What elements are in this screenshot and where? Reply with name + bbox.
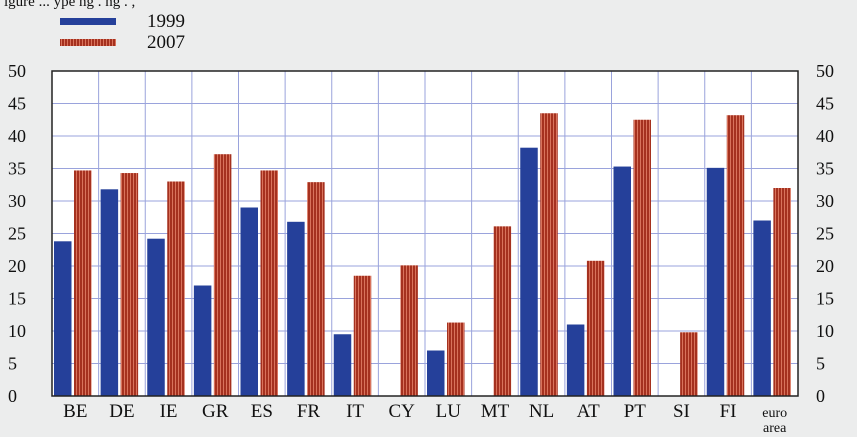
bar-2007-euro area: [773, 188, 791, 396]
legend-swatch-1999: [60, 18, 116, 25]
y-tick-right-50: 50: [816, 61, 834, 81]
y-tick-left-45: 45: [8, 94, 26, 114]
bar-2007-NL: [540, 113, 558, 396]
x-label-AT: AT: [577, 401, 601, 422]
y-tick-left-20: 20: [8, 256, 26, 276]
y-tick-left-15: 15: [8, 289, 26, 309]
bar-2007-FR: [307, 182, 325, 396]
bar-1999-IT: [334, 334, 352, 396]
x-label-ES: ES: [251, 401, 273, 422]
bar-2007-IT: [354, 276, 372, 396]
y-tick-right-30: 30: [816, 191, 834, 211]
y-tick-left-25: 25: [8, 224, 26, 244]
bar-1999-ES: [241, 208, 259, 397]
x-label-FI: FI: [720, 401, 737, 422]
legend-label-1999: 1999: [147, 11, 185, 32]
y-tick-right-10: 10: [816, 321, 834, 341]
cut-off-caption: igure ... ype ng . ng . ,: [4, 0, 135, 10]
bar-2007-CY: [400, 265, 418, 396]
x-label-FR: FR: [297, 401, 321, 422]
y-tick-left-35: 35: [8, 159, 26, 179]
x-label-PT: PT: [624, 401, 647, 422]
bar-2007-BE: [74, 170, 92, 396]
x-label-NL: NL: [529, 401, 554, 422]
bar-1999-IE: [147, 239, 165, 396]
x-label-DE: DE: [109, 401, 134, 422]
x-label-SI: SI: [673, 401, 690, 422]
y-tick-left-0: 0: [8, 386, 17, 406]
bar-2007-FI: [727, 115, 745, 396]
x-label-IE: IE: [160, 401, 178, 422]
bar-1999-NL: [520, 148, 538, 396]
y-tick-left-40: 40: [8, 126, 26, 146]
bar-2007-PT: [634, 120, 652, 396]
bar-1999-DE: [101, 189, 119, 396]
bar-2007-GR: [214, 154, 232, 396]
bar-2007-SI: [680, 332, 698, 396]
y-tick-right-0: 0: [816, 386, 825, 406]
y-tick-right-5: 5: [816, 354, 825, 374]
y-tick-right-35: 35: [816, 159, 834, 179]
y-tick-right-20: 20: [816, 256, 834, 276]
x-label-CY: CY: [388, 401, 415, 422]
bar-1999-FR: [287, 222, 305, 396]
x-label-MT: MT: [481, 401, 510, 422]
y-tick-right-15: 15: [816, 289, 834, 309]
y-tick-right-40: 40: [816, 126, 834, 146]
bar-2007-DE: [121, 173, 139, 396]
bar-2007-ES: [261, 170, 279, 396]
bar-1999-PT: [614, 167, 632, 396]
bar-1999-AT: [567, 325, 585, 397]
bar-1999-BE: [54, 241, 72, 396]
bar-1999-FI: [707, 168, 725, 396]
bar-2007-MT: [494, 226, 512, 396]
y-tick-left-10: 10: [8, 321, 26, 341]
y-tick-right-25: 25: [816, 224, 834, 244]
bar-2007-IE: [167, 182, 185, 397]
legend-swatch-2007: [60, 39, 116, 46]
y-tick-left-5: 5: [8, 354, 17, 374]
bar-2007-AT: [587, 261, 605, 396]
x-label-euro area: euro area: [762, 406, 787, 436]
legend-label-2007: 2007: [147, 32, 185, 53]
y-tick-left-30: 30: [8, 191, 26, 211]
x-label-IT: IT: [346, 401, 364, 422]
x-label-LU: LU: [436, 401, 462, 422]
x-label-GR: GR: [202, 401, 229, 422]
x-label-BE: BE: [63, 401, 87, 422]
bar-1999-euro area: [753, 221, 771, 397]
y-tick-left-50: 50: [8, 61, 26, 81]
plot-area: 0 0 5 5 10 10 15 15 20 20 25 25 30 30 35 35 40 40 45 45 50 50…: [8, 61, 834, 436]
bar-2007-LU: [447, 323, 465, 396]
bar-1999-LU: [427, 351, 445, 397]
bar-1999-GR: [194, 286, 212, 397]
y-tick-right-45: 45: [816, 94, 834, 114]
